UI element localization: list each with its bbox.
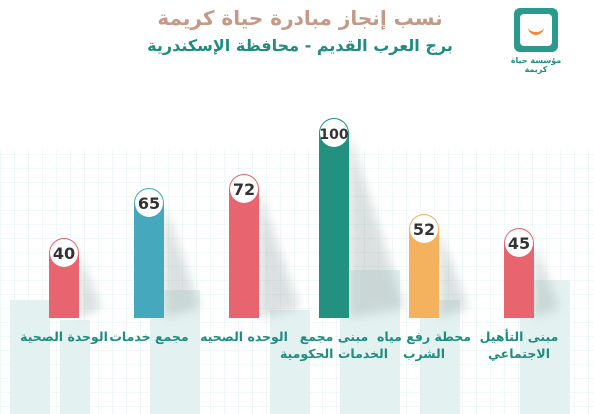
category-label: الوحدة الصحية — [20, 329, 108, 344]
bar-shadow — [259, 189, 300, 318]
logo-box-inner — [520, 14, 552, 46]
value-label: 40 — [53, 244, 75, 263]
logo: مؤسسة حياة كريمة — [500, 6, 578, 74]
category-label: مجمع خدمات — [109, 329, 189, 344]
category-label: الوحده الصحيه — [200, 329, 288, 344]
value-label: 72 — [233, 180, 255, 199]
bar-shadow — [439, 229, 469, 318]
logo-text: مؤسسة حياة كريمة — [510, 56, 562, 74]
category-label: مبنى التأهيل الاجتماعي — [479, 329, 559, 361]
value-label: 65 — [138, 194, 160, 213]
value-badge — [230, 175, 258, 203]
value-label: 100 — [319, 127, 348, 143]
smile-logo-icon — [528, 24, 544, 35]
bar — [229, 174, 259, 318]
value-badge — [135, 189, 163, 217]
category-label: محطة رفع مياه الشرب — [376, 329, 472, 361]
bar-shadow — [79, 253, 102, 318]
category-label: مبنى مجمع الخدمات الحكومية — [279, 329, 389, 361]
bar-shadow — [349, 133, 405, 318]
bar-shadow — [534, 243, 560, 318]
value-badge — [50, 239, 78, 267]
bar — [319, 118, 349, 318]
value-badge — [320, 119, 348, 147]
value-label: 45 — [508, 234, 530, 253]
bar-shadow — [164, 203, 201, 318]
value-badge — [505, 229, 533, 257]
value-label: 52 — [413, 220, 435, 239]
chart-title: نسب إنجاز مبادرة حياة كريمة — [157, 6, 443, 30]
chart-subtitle: برج العرب القديم - محافظة الإسكندرية — [147, 36, 453, 55]
bar — [134, 188, 164, 318]
logo-box — [514, 8, 558, 52]
value-badge — [410, 215, 438, 243]
